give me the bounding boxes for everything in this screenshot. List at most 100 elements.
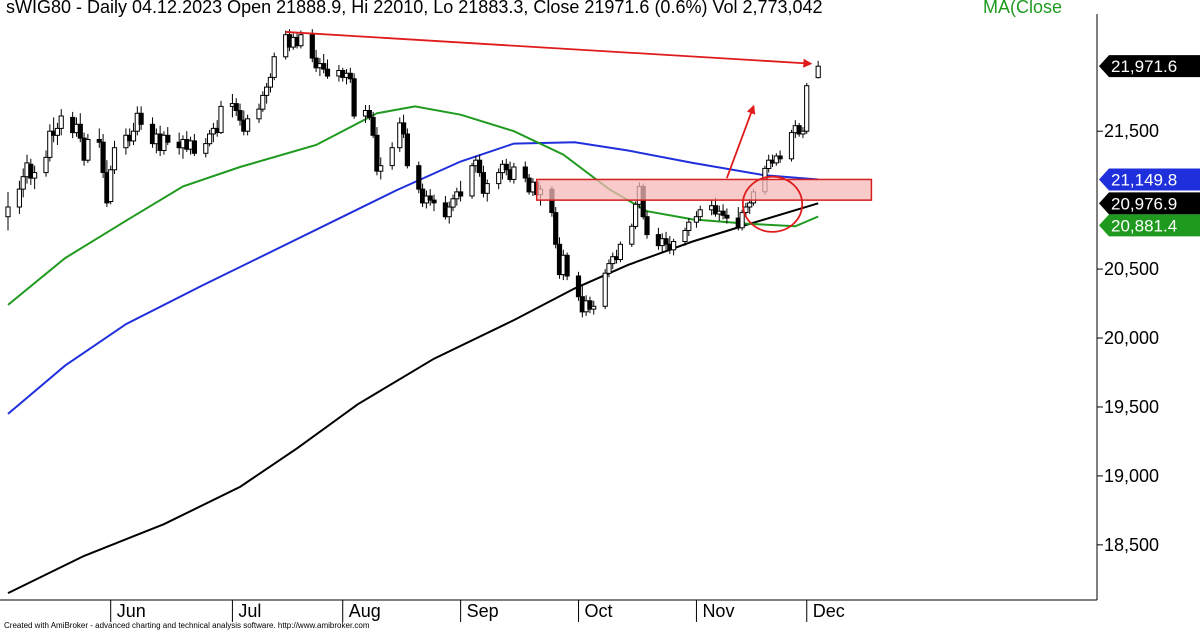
candle — [191, 133, 198, 157]
candle — [697, 205, 703, 221]
candle — [207, 129, 213, 147]
candle-body — [773, 155, 779, 164]
x-tick-label: Jun — [117, 601, 146, 621]
candle — [138, 106, 144, 130]
candle-body — [671, 241, 677, 251]
candle — [397, 117, 403, 152]
y-tick-label: 20,000 — [1104, 328, 1159, 348]
candle-body — [606, 263, 612, 274]
candle-body — [260, 94, 266, 110]
candle — [617, 241, 623, 263]
candle-body — [686, 221, 692, 231]
candle-body — [663, 238, 669, 245]
candle — [724, 208, 730, 224]
candle-body — [788, 132, 795, 160]
candle — [256, 103, 262, 123]
candle — [458, 180, 464, 202]
last-value-tag: 21,971.6 — [1099, 55, 1200, 78]
candle-body — [298, 34, 304, 47]
candle-body — [378, 165, 384, 172]
last-value-tag-bg — [1099, 168, 1200, 191]
x-axis-ticks: Jun Jul Aug Sep Oct Nov Dec — [110, 600, 845, 622]
x-tick-label: Dec — [813, 601, 845, 621]
candle — [484, 179, 490, 202]
candle — [5, 191, 11, 231]
candle — [389, 142, 395, 170]
candle — [267, 73, 273, 93]
candle-body — [138, 112, 144, 125]
candle — [503, 158, 509, 176]
chart-title: sWIG80 - Daily 04.12.2023 Open 21888.9, … — [6, 0, 1062, 17]
candle-body — [321, 63, 327, 70]
candle-body — [267, 76, 273, 88]
candle-body — [5, 206, 11, 218]
y-axis-ticks: 18,500 19,000 19,500 20,000 20,500 21,500 — [1097, 121, 1159, 555]
candle — [32, 165, 38, 190]
candle-body — [54, 127, 60, 136]
candle — [644, 211, 650, 239]
candle — [245, 114, 251, 136]
candle — [469, 162, 475, 199]
candle — [96, 128, 102, 148]
chart-title-ma-label: MA(Close — [983, 0, 1062, 17]
candle — [28, 158, 34, 185]
candle — [496, 168, 502, 190]
candle — [591, 300, 597, 315]
candle-body — [629, 225, 635, 245]
candle-body — [347, 72, 353, 80]
candle-body — [389, 147, 395, 167]
candle — [602, 269, 608, 310]
candle-body — [16, 188, 22, 208]
candle — [663, 231, 669, 250]
candle — [123, 128, 129, 155]
candle — [686, 218, 692, 236]
candle-body — [47, 130, 53, 158]
candle-body — [313, 57, 319, 69]
candle — [815, 60, 821, 79]
candle — [477, 154, 483, 177]
candle — [237, 103, 243, 126]
candle — [366, 105, 372, 121]
candle-body — [431, 199, 437, 204]
candle — [606, 259, 612, 278]
candle — [804, 82, 810, 134]
candle-body — [416, 165, 422, 190]
candle — [427, 189, 433, 206]
candle-body — [712, 205, 719, 215]
last-value-tag-label: 21,971.6 — [1111, 57, 1177, 76]
candle — [324, 59, 331, 79]
candle-body — [77, 123, 83, 139]
candle — [43, 150, 49, 177]
candle-body — [458, 191, 464, 197]
candle — [416, 161, 422, 194]
candle — [610, 252, 616, 270]
candle-body — [602, 272, 608, 307]
candle — [404, 128, 410, 169]
candle-body — [233, 103, 239, 111]
candle-body — [777, 155, 783, 160]
candle-body — [682, 230, 688, 242]
candle — [370, 111, 376, 139]
candle — [693, 211, 699, 228]
candle-body — [256, 108, 262, 120]
candle-body — [644, 216, 650, 236]
candle — [450, 194, 456, 212]
candle-body — [469, 165, 475, 197]
candle — [633, 201, 639, 230]
candle-body — [370, 116, 376, 136]
candle-body — [374, 134, 380, 172]
y-tick-label: 19,000 — [1104, 466, 1159, 486]
candle-body — [32, 172, 38, 179]
y-tick-label: 18,500 — [1104, 535, 1159, 555]
candle-body — [207, 133, 213, 145]
candle-body — [587, 300, 593, 310]
candle — [77, 113, 83, 143]
x-tick-label: Nov — [702, 601, 734, 621]
candle-body — [739, 212, 745, 229]
candles — [5, 29, 821, 318]
candle — [58, 109, 64, 136]
candle-body — [804, 85, 810, 132]
candle-body — [747, 202, 753, 208]
resistance-line — [285, 31, 813, 68]
candle — [161, 131, 167, 155]
